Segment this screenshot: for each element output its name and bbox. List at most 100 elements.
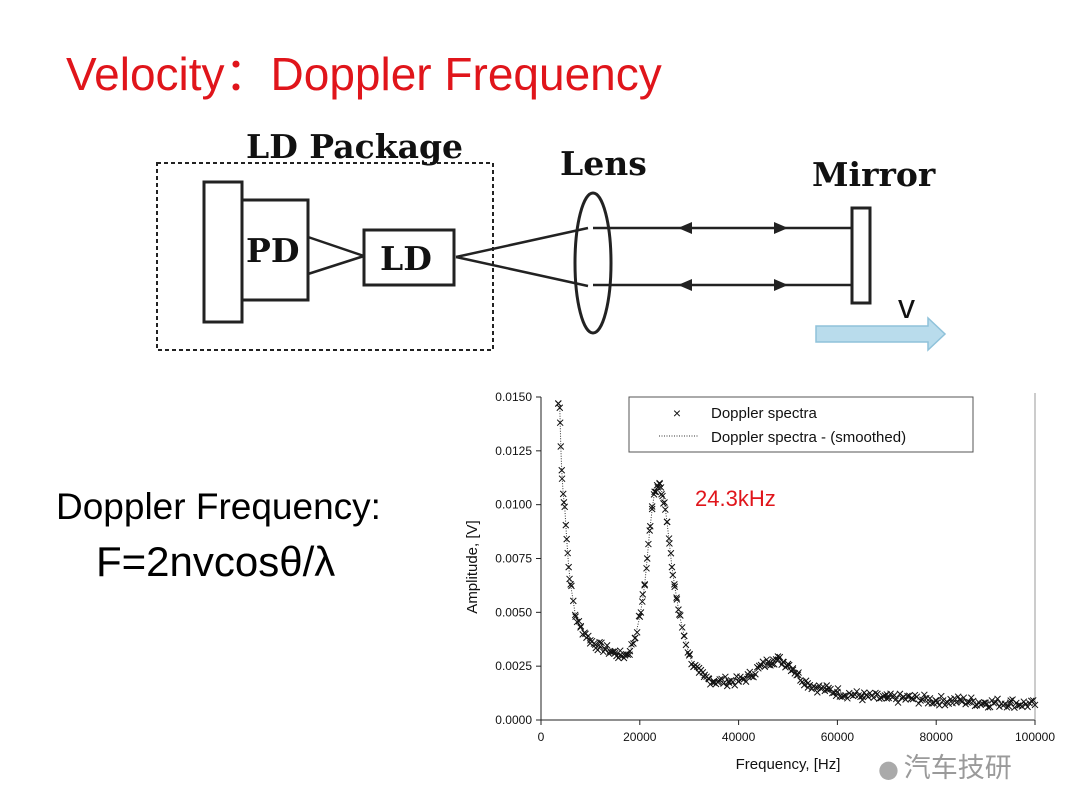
data-point-x [669,571,677,579]
data-point-x [556,419,564,427]
data-point-x [917,697,924,704]
data-point-x [800,681,808,689]
data-point-x [838,693,846,701]
data-point-x [776,653,784,661]
data-point-x [1001,700,1009,708]
data-point-x [637,609,645,616]
data-point-x [898,694,906,702]
y-tick-label: 0.0100 [495,498,532,512]
data-point-x [678,624,686,631]
data-point-x [668,563,676,571]
data-point-x [763,656,771,664]
data-point-x [661,506,669,513]
data-point-x [729,678,737,686]
data-point-x [967,694,975,702]
data-point-x [626,651,633,659]
data-point-x [735,678,742,686]
detector-plate [202,180,244,324]
x-tick-label: 20000 [623,730,657,744]
data-point-x [954,693,962,701]
x-axis-label: Frequency, [Hz] [736,756,841,773]
data-point-x [558,466,566,474]
data-point-x [641,580,649,588]
y-tick-label: 0.0075 [495,552,532,566]
data-point-x [1011,704,1018,712]
data-point-x [1007,697,1015,704]
data-point-x [667,549,675,557]
data-point-x [554,400,562,407]
data-point-x [842,691,849,699]
data-point-x [624,651,632,658]
data-point-x [875,695,883,702]
data-point-x [952,699,960,706]
data-point-x [558,475,566,483]
data-point-x [557,443,565,450]
data-point-x [564,549,572,557]
data-point-x [761,663,769,671]
data-point-x [638,598,646,605]
data-point-x [994,695,1001,703]
data-point-x [984,703,992,711]
data-point-x [834,685,842,692]
data-point-x [630,640,637,647]
data-point-x [887,690,894,698]
data-point-x [892,695,900,703]
data-point-x [639,591,647,598]
data-point-x [660,499,667,507]
x-tick-label: 80000 [920,730,954,744]
legend-box [628,396,974,453]
data-point-x [628,640,635,648]
data-point-x [964,699,971,707]
data-point-x [821,687,829,695]
doppler-formula: F=2nvcosθ/λ [96,538,336,585]
x-tick-label: 100000 [1015,730,1055,744]
data-point-x [615,654,622,662]
data-point-x [757,661,765,669]
data-point-x [738,675,746,683]
data-point-x [941,701,949,709]
data-point-x [708,678,716,686]
data-point-x [864,693,872,701]
data-point-x [825,684,832,692]
ld-label: LD [380,239,432,278]
data-point-x [611,648,618,655]
data-point-x [659,492,666,500]
y-tick-label: 0.0000 [495,713,532,727]
data-point-x [590,640,598,647]
data-point-x [720,680,727,687]
velocity-arrow [815,316,947,352]
data-point-x [958,698,966,706]
data-point-x [635,612,643,620]
x-tick-label: 40000 [722,730,756,744]
x-tick-label: 60000 [821,730,855,744]
data-point-x [577,622,585,630]
legend-entry-smoothed: Doppler spectra - (smoothed) [711,429,906,446]
data-point-x [584,632,592,640]
data-point-x [966,698,973,706]
legend-marker-x: × [673,405,681,421]
watermark-text: 汽车技研 [903,753,1012,784]
data-point-x [774,653,782,660]
mirror [850,206,872,305]
data-point-x [562,521,570,529]
data-point-x [996,703,1003,710]
beam-arrow-left-bottom [678,279,692,291]
pd-label: PD [246,231,299,270]
doppler-spectrum-chart: 0 20000 40000 60000 80000 100000 0.0000 0.0025… [464,390,1055,773]
data-point-x [566,575,573,583]
data-point-x [1029,697,1037,704]
beam-arrow-right-bottom [774,279,788,291]
data-point-x [559,490,567,498]
data-point-x [785,661,793,669]
wechat-icon: ● [878,755,904,783]
watermark: ● 汽车技研 [878,746,1012,785]
data-point-x [960,694,968,702]
data-point-x [909,695,917,703]
data-point-x [675,606,682,614]
data-point-x [568,582,575,590]
data-point-x [881,692,889,699]
data-point-x [815,682,823,689]
data-point-x [759,658,767,666]
data-point-x [673,594,680,601]
data-point-x [746,668,754,676]
